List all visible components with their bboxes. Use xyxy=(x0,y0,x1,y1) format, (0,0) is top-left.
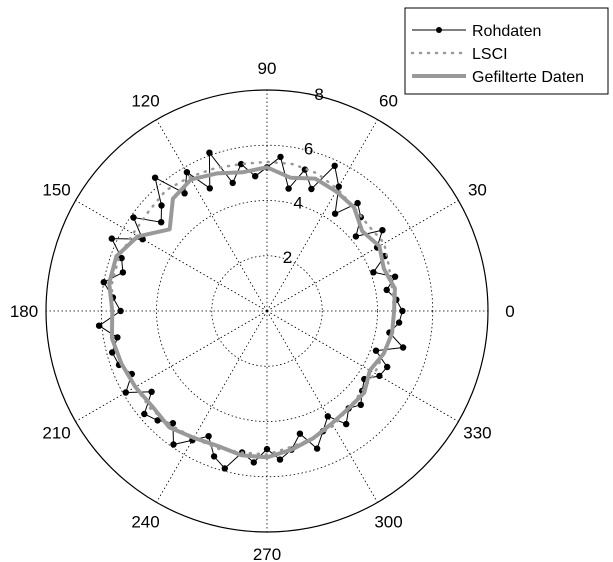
data-point xyxy=(221,465,228,472)
data-point xyxy=(154,417,161,424)
angle-tick-label-240: 240 xyxy=(131,512,159,531)
data-point xyxy=(158,219,165,226)
data-point xyxy=(114,334,121,341)
data-point xyxy=(352,233,360,240)
radial-tick-label-8: 8 xyxy=(314,85,323,104)
legend-box xyxy=(404,7,609,95)
angle-tick-label-60: 60 xyxy=(379,92,398,111)
data-point xyxy=(395,319,403,326)
data-point xyxy=(205,433,212,440)
angle-tick-label-210: 210 xyxy=(42,424,70,443)
angle-tick-label-330: 330 xyxy=(463,424,491,443)
radial-tick-label-2: 2 xyxy=(283,248,292,267)
grid-spoke-240 xyxy=(156,310,268,503)
grid-spoke-330 xyxy=(266,310,459,422)
data-point xyxy=(181,190,188,197)
data-point xyxy=(119,269,127,276)
data-point xyxy=(158,202,165,209)
data-point xyxy=(276,456,284,463)
data-point xyxy=(237,160,245,168)
data-point xyxy=(324,413,331,420)
data-point xyxy=(122,389,129,396)
data-point xyxy=(170,441,177,448)
data-point xyxy=(252,173,259,180)
series-rohdaten xyxy=(95,149,407,472)
radial-tick-labels: 2 4 6 8 xyxy=(283,85,324,267)
grid-spoke-120 xyxy=(156,119,268,312)
data-point xyxy=(354,199,361,207)
angle-tick-label-300: 300 xyxy=(374,512,402,531)
data-point xyxy=(141,410,148,418)
data-point xyxy=(285,185,292,192)
data-point xyxy=(109,349,116,356)
polar-grid xyxy=(45,89,489,533)
grid-spoke-300 xyxy=(266,310,378,503)
legend-label-filtered: Gefilterte Daten xyxy=(472,69,584,86)
grid-circle-4 xyxy=(156,200,378,422)
angle-tick-label-90: 90 xyxy=(258,59,277,78)
data-point xyxy=(95,322,103,329)
angle-tick-label-150: 150 xyxy=(42,181,70,200)
grid-spoke-60 xyxy=(266,119,378,312)
angle-tick-label-120: 120 xyxy=(131,92,159,111)
data-point xyxy=(343,420,350,428)
data-point xyxy=(148,388,155,395)
data-point xyxy=(263,445,271,453)
data-point xyxy=(169,420,177,427)
data-point xyxy=(335,183,342,190)
data-point xyxy=(384,363,391,371)
grid-spoke-30 xyxy=(266,200,459,312)
data-point xyxy=(210,453,218,460)
data-point xyxy=(108,235,116,242)
data-point xyxy=(117,307,124,315)
data-point xyxy=(206,185,213,192)
data-point xyxy=(301,166,309,173)
series-layer xyxy=(95,149,407,472)
legend-marker-raw xyxy=(436,27,442,33)
data-point xyxy=(391,273,399,280)
grid-circle-2 xyxy=(211,255,323,367)
series-line xyxy=(110,160,396,456)
legend-label-raw: Rohdaten xyxy=(472,23,541,40)
radial-tick-label-4: 4 xyxy=(293,194,302,213)
data-point xyxy=(370,269,377,276)
data-point xyxy=(308,185,315,193)
grid-circle-6 xyxy=(100,144,434,478)
data-point xyxy=(376,372,383,380)
grid-spoke-210 xyxy=(75,310,268,422)
data-point xyxy=(206,149,213,156)
data-point xyxy=(313,445,321,452)
data-point xyxy=(331,210,339,217)
angle-tick-label-180: 180 xyxy=(10,302,38,321)
data-point xyxy=(296,430,304,437)
data-point xyxy=(118,254,125,262)
series-lsci xyxy=(110,160,396,456)
outer-circle xyxy=(45,89,489,533)
data-point xyxy=(229,179,236,187)
data-point xyxy=(383,286,390,294)
data-point xyxy=(183,169,191,176)
data-point xyxy=(277,153,284,161)
angle-tick-label-270: 270 xyxy=(253,545,281,562)
data-point xyxy=(399,344,407,351)
series-gefilterte-daten xyxy=(107,165,397,460)
legend: Rohdaten LSCI Gefilterte Daten xyxy=(404,7,609,95)
grid-spoke-150 xyxy=(75,200,268,312)
data-point xyxy=(250,459,257,466)
angle-tick-labels: 0 30 60 90 120 150 180 210 240 270 300 330 xyxy=(10,59,515,562)
legend-label-lsci: LSCI xyxy=(472,46,508,63)
radial-tick-label-6: 6 xyxy=(304,139,313,158)
angle-tick-label-0: 0 xyxy=(505,302,514,321)
data-point xyxy=(372,347,380,354)
data-point xyxy=(399,307,406,315)
series-line xyxy=(107,165,397,460)
data-point xyxy=(130,214,137,221)
data-point xyxy=(357,401,364,408)
data-point xyxy=(100,279,108,286)
data-point xyxy=(151,174,159,181)
data-point xyxy=(331,162,338,169)
angle-tick-label-30: 30 xyxy=(468,181,487,200)
data-point xyxy=(379,227,386,234)
